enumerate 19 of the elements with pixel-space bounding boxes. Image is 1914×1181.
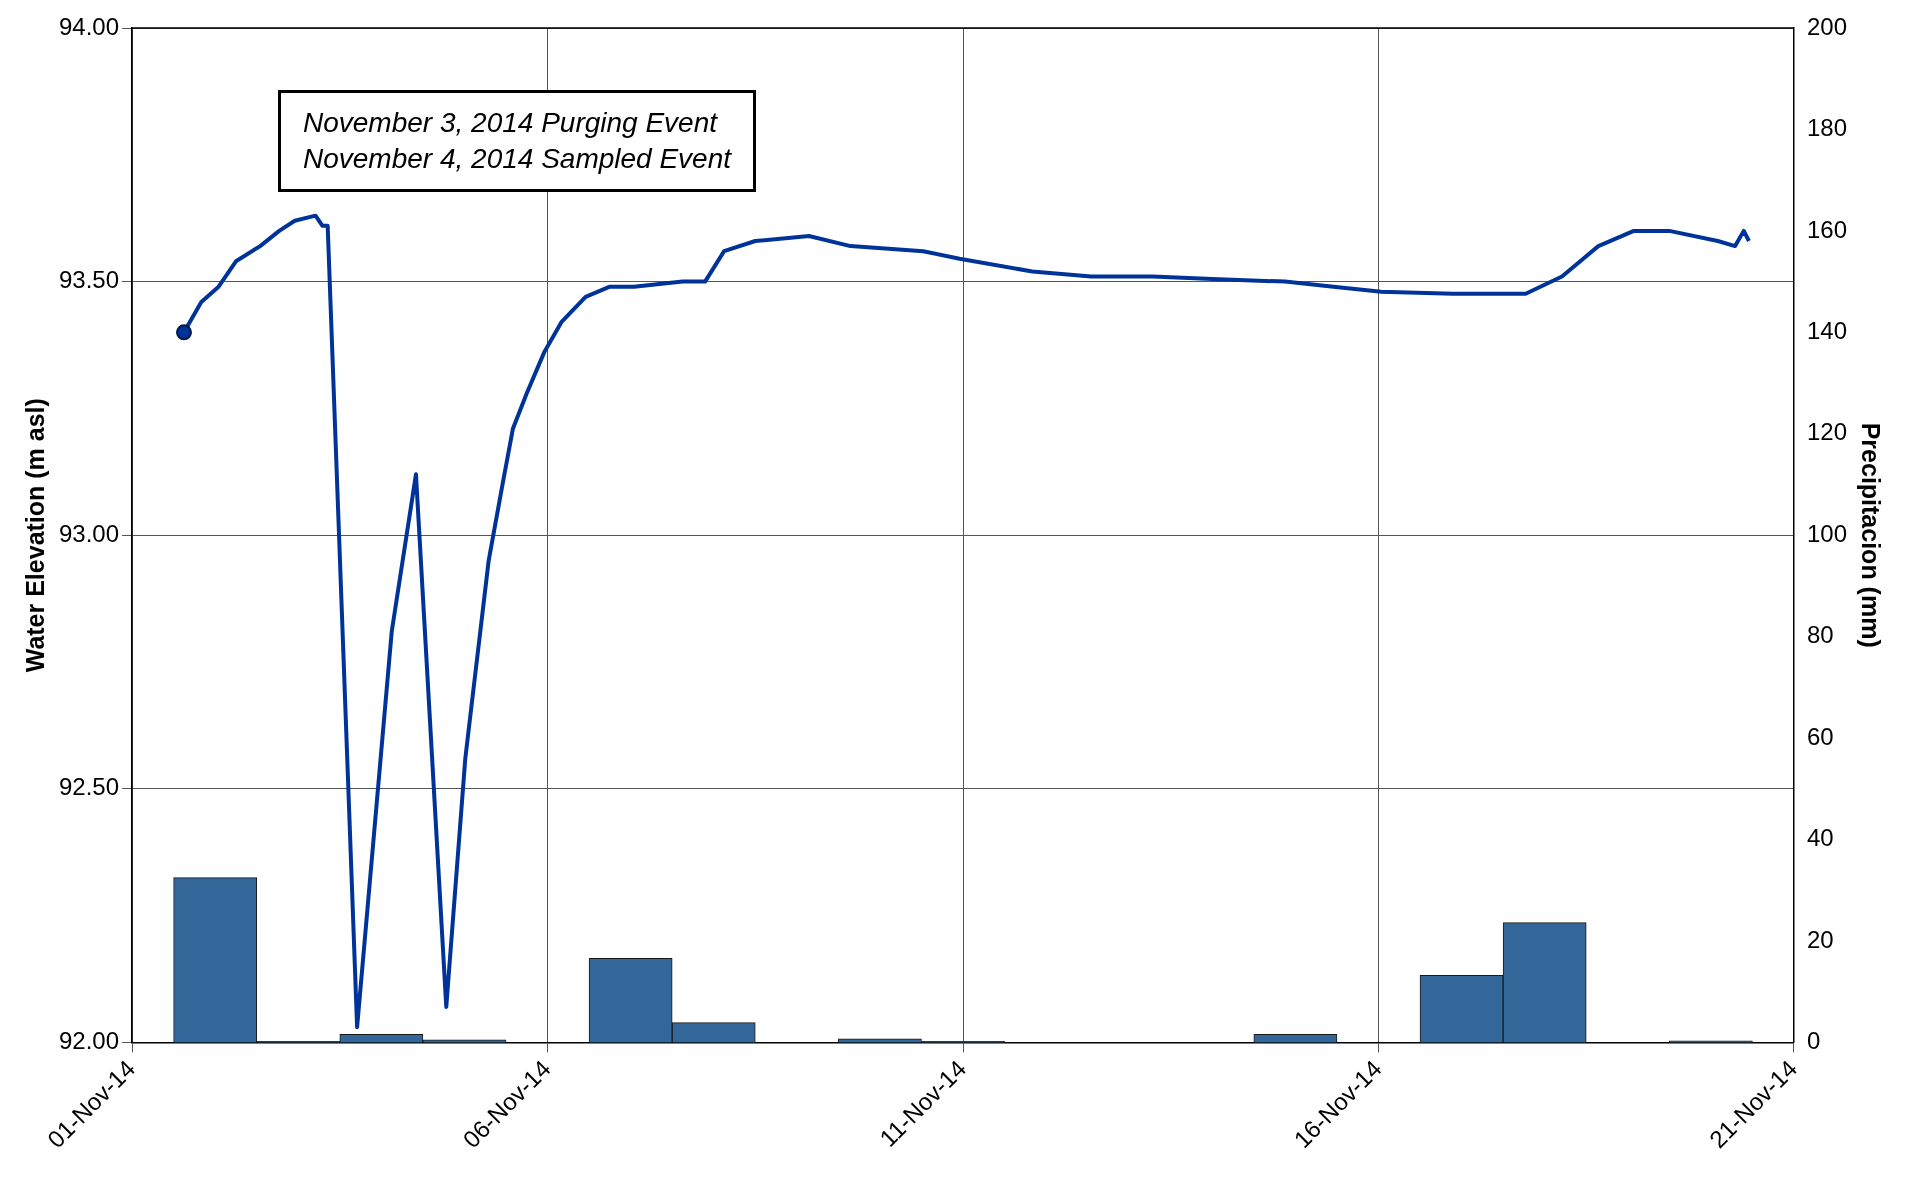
- y-tick-label: 92.00: [59, 1027, 120, 1055]
- y2-tick-label: 0: [1806, 1027, 1821, 1055]
- y-tick-label: 93.00: [59, 519, 120, 547]
- y2-tick-label: 80: [1806, 621, 1834, 649]
- y2-tick-label: 100: [1806, 519, 1847, 547]
- y-tick-label: 93.50: [59, 266, 120, 294]
- y2-tick-label: 60: [1806, 722, 1834, 750]
- y-tick-label: 92.50: [59, 773, 120, 801]
- y2-tick-label: 180: [1806, 114, 1847, 142]
- y-axis-title: Water Elevation (m asl): [20, 398, 49, 673]
- y-tick-label: 94.00: [59, 12, 120, 40]
- y2-axis-title: Precipitacion (mm): [1857, 422, 1886, 648]
- y2-tick-label: 40: [1806, 824, 1834, 852]
- y2-tick-label: 140: [1806, 316, 1847, 344]
- y2-tick-label: 160: [1806, 215, 1847, 243]
- y2-tick-label: 120: [1806, 418, 1847, 446]
- y2-tick-label: 200: [1806, 12, 1847, 40]
- note-box: November 3, 2014 Purging Event November 4, 2014 Sampled Event: [278, 90, 757, 192]
- y2-tick-label: 20: [1806, 925, 1834, 953]
